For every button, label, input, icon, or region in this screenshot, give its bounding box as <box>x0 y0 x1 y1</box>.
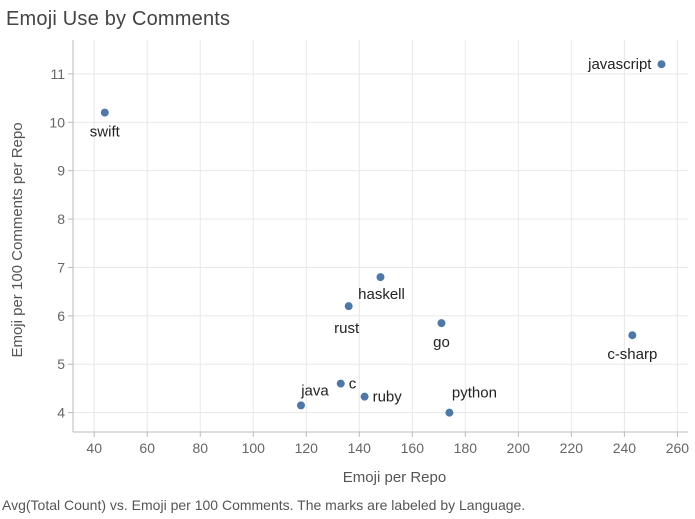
x-tick-label: 120 <box>295 440 319 456</box>
point-label-haskell: haskell <box>358 286 405 303</box>
data-point-go <box>437 319 446 328</box>
x-tick-label: 200 <box>507 440 531 456</box>
x-tick-label: 240 <box>613 440 637 456</box>
y-tick-label: 4 <box>57 405 65 421</box>
point-label-c-sharp: c-sharp <box>607 346 657 363</box>
data-point-haskell <box>376 273 385 282</box>
x-tick-label: 100 <box>242 440 266 456</box>
y-tick-label: 9 <box>57 163 65 179</box>
x-tick-label: 260 <box>666 440 690 456</box>
x-tick-label: 160 <box>401 440 425 456</box>
x-tick-label: 220 <box>560 440 584 456</box>
y-tick-label: 11 <box>50 66 65 82</box>
y-axis-title: Emoji per 100 Comments per Repo <box>9 122 26 357</box>
y-tick-label: 8 <box>57 211 65 227</box>
y-tick-label: 7 <box>57 259 65 275</box>
x-tick-label: 180 <box>454 440 478 456</box>
grid-lines <box>73 40 688 432</box>
x-tick-label: 80 <box>192 440 208 456</box>
point-label-ruby: ruby <box>373 389 403 406</box>
data-point-python <box>445 408 454 417</box>
data-point-java <box>296 401 305 410</box>
point-label-python: python <box>452 385 497 402</box>
data-points <box>100 60 666 417</box>
chart-caption: Avg(Total Count) vs. Emoji per 100 Comme… <box>2 497 526 513</box>
y-tick-label: 6 <box>57 308 65 324</box>
point-label-swift: swift <box>90 124 121 141</box>
x-axis-title: Emoji per Repo <box>343 469 446 486</box>
data-point-c-sharp <box>628 331 637 340</box>
data-point-rust <box>344 302 353 311</box>
point-label-java: java <box>300 382 329 399</box>
x-tick-label: 60 <box>139 440 155 456</box>
y-tick-label: 5 <box>57 356 65 372</box>
data-point-labels: javascript swift haskell rust go c-sharp java c… <box>90 56 658 405</box>
data-point-swift <box>100 108 109 117</box>
chart-title: Emoji Use by Comments <box>6 8 231 30</box>
data-point-ruby <box>360 392 369 401</box>
point-label-go: go <box>433 334 450 351</box>
x-tick-label: 40 <box>86 440 102 456</box>
point-label-javascript: javascript <box>587 56 652 73</box>
x-tick-label: 140 <box>348 440 372 456</box>
data-point-c <box>336 379 345 388</box>
y-tick-label: 10 <box>49 114 65 130</box>
axis-ticks: 40 60 80 100 120 140 160 180 200 220 240 260 4 5 6 7 8 9 1… <box>49 40 689 456</box>
data-point-javascript <box>657 60 666 69</box>
point-label-c: c <box>349 376 357 393</box>
point-label-rust: rust <box>334 320 360 337</box>
